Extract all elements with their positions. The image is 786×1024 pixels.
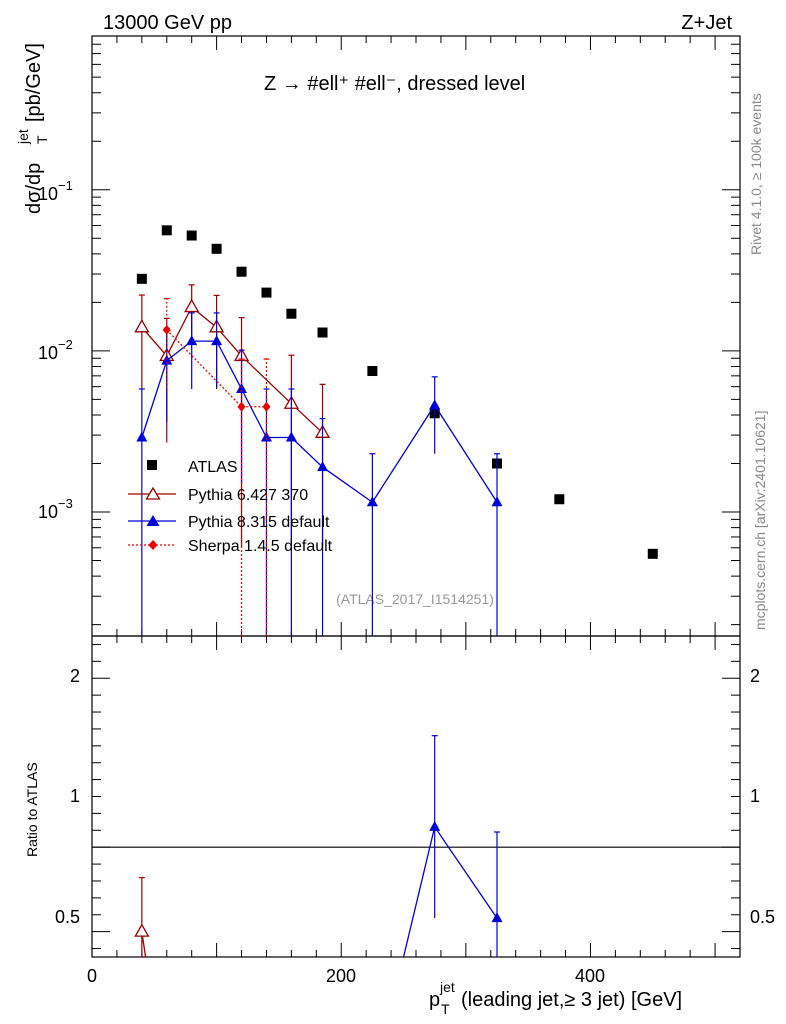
atlas-data-point	[554, 494, 565, 505]
atlas-data-point	[317, 327, 328, 338]
main-axis-ticks	[91, 35, 741, 636]
main-ytick-label-3: 10 −3	[38, 496, 73, 522]
ratio-ytick-label-right-0p5: 0.5	[750, 907, 775, 927]
main-ylabel-unit: [pb/GeV]	[23, 43, 45, 122]
legend-pythia8-marker	[146, 515, 160, 526]
main-ylabel: dσ/dp T jet [pb/GeV]	[15, 43, 50, 214]
ratio-pythia6-point	[134, 923, 150, 937]
ratio-ytick-label-right-1: 1	[750, 786, 760, 806]
main-ytick-label-1: 10 −1	[38, 178, 73, 204]
ratio-ytick-label-1: 1	[70, 786, 80, 806]
main-ylabel-sup: jet	[15, 129, 31, 145]
ratio-panel-frame	[91, 635, 741, 958]
main-data-marks	[134, 225, 658, 636]
main-ytick-label-2: 10 −2	[38, 337, 73, 363]
ratio-ytick-label-0p5: 0.5	[55, 907, 80, 927]
atlas-data-point	[161, 225, 172, 236]
xtick-label-400: 400	[575, 966, 605, 986]
atlas-data-point	[136, 273, 147, 284]
pythia8-data-point	[136, 431, 148, 442]
pythia8-data-point	[491, 496, 503, 507]
xtick-label-200: 200	[326, 966, 356, 986]
main-ytick-label-1-exp: −1	[58, 178, 73, 193]
legend-atlas-label: ATLAS	[188, 459, 238, 476]
pythia8-data-point	[260, 431, 272, 442]
main-ytick-label-1-base: 10	[38, 184, 58, 204]
atlas-data-point	[211, 243, 222, 254]
sherpa-data-point	[162, 324, 171, 335]
header-energy-label: 13000 GeV pp	[103, 12, 232, 34]
pythia8-data-point	[317, 461, 329, 472]
pythia8-data-point	[285, 431, 297, 442]
legend-atlas-marker	[147, 460, 157, 470]
xlabel-rest: (leading jet,≥ 3 jet) [GeV]	[461, 989, 682, 1011]
atlas-data-point	[286, 308, 297, 319]
analysis-watermark: (ATLAS_2017_I1514251)	[336, 591, 494, 607]
main-ytick-label-3-exp: −3	[58, 496, 73, 511]
legend-pythia8-label: Pythia 8.315 default	[188, 514, 330, 531]
series-line-2	[141, 340, 498, 504]
main-ylabel-main: dσ/dp	[23, 163, 45, 214]
main-ytick-label-3-base: 10	[38, 502, 58, 522]
xtick-label-0: 0	[87, 966, 97, 986]
pythia6-data-point	[134, 319, 150, 333]
ratio-ytick-label-right-2: 2	[750, 666, 760, 686]
ratio-pythia8-point	[491, 912, 503, 923]
main-ylabel-sub: T	[34, 135, 50, 144]
legend-pythia6-label: Pythia 6.427 370	[188, 487, 308, 504]
sherpa-data-point	[237, 401, 246, 412]
mcplots-source-label: mcplots.cern.ch [arXiv:2401.10621]	[752, 411, 768, 630]
xlabel-main: p	[429, 989, 440, 1011]
atlas-data-point	[367, 366, 378, 377]
legend-sherpa-marker	[148, 540, 158, 550]
ratio-ytick-label-2: 2	[70, 666, 80, 686]
pythia8-data-point	[366, 496, 378, 507]
pythia8-data-point	[186, 335, 198, 346]
ratio-axis-ticks	[91, 636, 741, 957]
legend: ATLAS Pythia 6.427 370 Pythia 8.315 defa…	[128, 459, 333, 555]
rivet-version-label: Rivet 4.1.0, ≥ 100k events	[748, 93, 764, 255]
pythia6-data-point	[184, 298, 200, 313]
atlas-data-point	[261, 287, 272, 298]
sherpa-data-point	[262, 401, 271, 412]
atlas-data-point	[236, 266, 247, 277]
header-process-label: Z+Jet	[681, 12, 732, 34]
atlas-data-point	[186, 230, 197, 241]
atlas-data-point	[647, 548, 658, 559]
ratio-data-marks	[92, 735, 740, 958]
xlabel-sub: T	[441, 1001, 450, 1017]
pythia8-data-point	[211, 335, 223, 346]
legend-pythia6-marker	[145, 486, 161, 500]
ratio-series-line-1	[402, 825, 498, 958]
pythia8-data-point	[429, 399, 441, 410]
xlabel: p T jet (leading jet,≥ 3 jet) [GeV]	[429, 979, 682, 1017]
main-ytick-label-2-base: 10	[38, 343, 58, 363]
main-title: Z → #ell⁺ #ell⁻, dressed level	[264, 73, 525, 95]
main-ytick-label-2-exp: −2	[58, 337, 73, 352]
xlabel-sup: jet	[439, 979, 455, 995]
ratio-ylabel: Ratio to ATLAS	[24, 762, 40, 857]
legend-sherpa-label: Sherpa 1.4.5 default	[188, 538, 333, 555]
ratio-pythia8-point	[429, 820, 441, 831]
